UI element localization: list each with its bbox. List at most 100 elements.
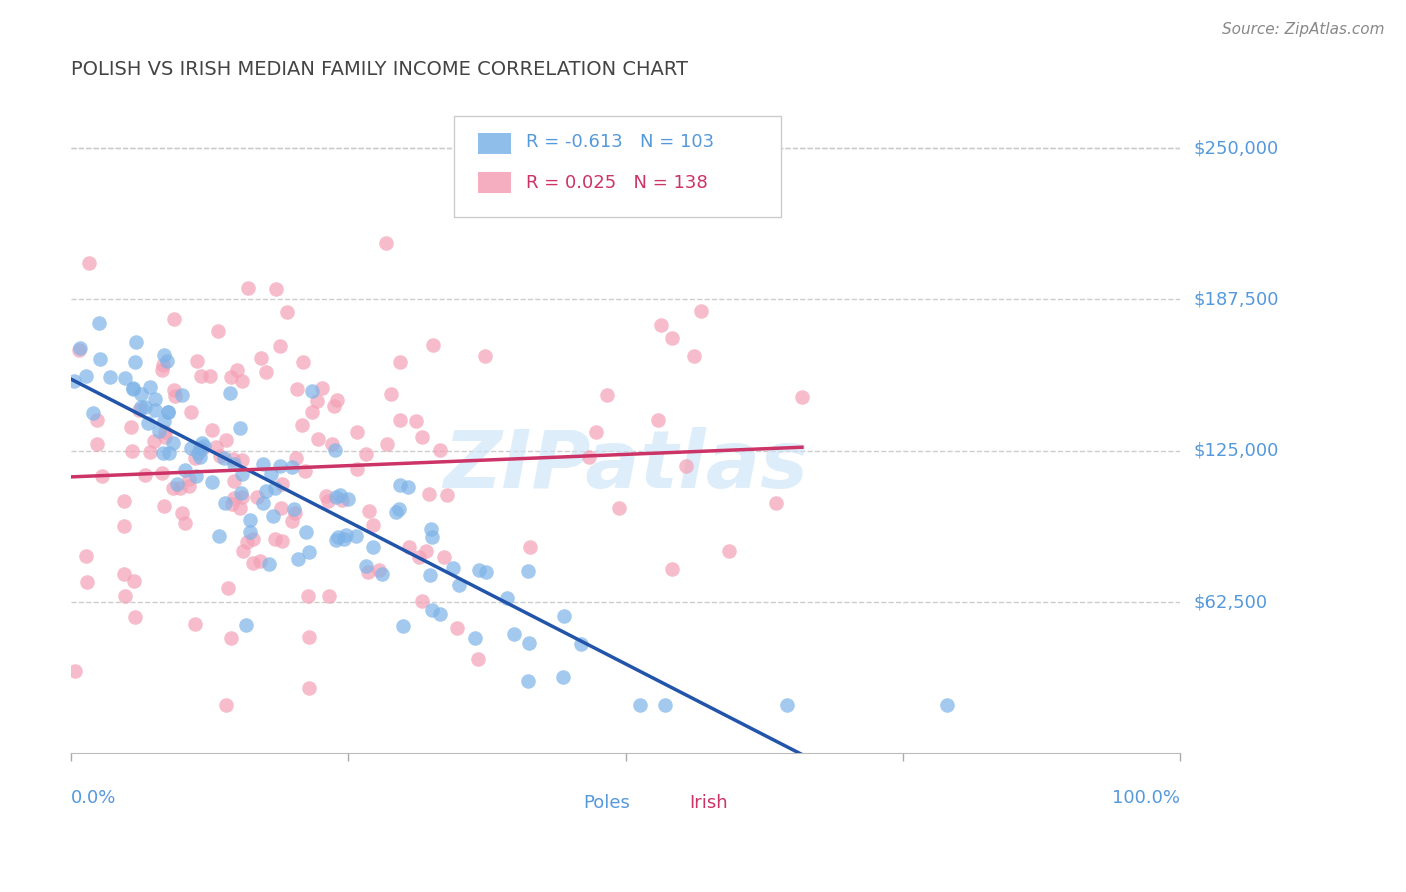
Point — [249, 554, 271, 568]
Point — [254, 484, 277, 499]
Point — [112, 518, 135, 533]
Point — [214, 496, 236, 510]
Point — [100, 369, 122, 384]
Point — [284, 506, 307, 520]
Point — [690, 304, 713, 318]
Point — [235, 535, 257, 549]
Point — [420, 602, 443, 616]
Point — [287, 552, 309, 566]
Point — [201, 423, 224, 437]
FancyBboxPatch shape — [454, 116, 780, 218]
Point — [321, 436, 343, 450]
Text: ZIPatlas: ZIPatlas — [443, 426, 808, 505]
Point — [136, 416, 159, 430]
Point — [374, 236, 396, 251]
Text: R = 0.025   N = 138: R = 0.025 N = 138 — [526, 174, 707, 192]
Point — [519, 541, 541, 555]
Point — [682, 349, 704, 363]
FancyBboxPatch shape — [659, 796, 683, 810]
Point — [389, 355, 412, 369]
Point — [260, 467, 283, 481]
Point — [239, 524, 262, 539]
FancyBboxPatch shape — [554, 796, 578, 810]
Point — [242, 557, 264, 571]
Point — [201, 475, 224, 489]
Point — [392, 619, 415, 633]
Point — [120, 419, 142, 434]
Point — [264, 481, 287, 495]
Point — [219, 632, 242, 646]
Point — [388, 501, 411, 516]
Point — [184, 450, 207, 465]
Point — [238, 281, 260, 295]
Point — [174, 516, 197, 530]
Point — [370, 567, 392, 582]
Point — [165, 389, 187, 403]
Point — [229, 485, 252, 500]
Point — [357, 565, 380, 579]
Point — [329, 488, 352, 502]
Point — [337, 491, 360, 506]
Point — [218, 386, 240, 401]
Point — [232, 543, 254, 558]
Point — [276, 304, 298, 318]
Point — [661, 331, 683, 345]
Point — [221, 496, 243, 510]
Point — [190, 369, 212, 384]
FancyBboxPatch shape — [478, 133, 512, 153]
Point — [318, 493, 340, 508]
Point — [163, 383, 186, 397]
Point — [411, 430, 433, 444]
Point — [162, 481, 184, 495]
Point — [131, 387, 153, 401]
Point — [332, 532, 354, 546]
Point — [214, 433, 236, 447]
Point — [188, 450, 211, 464]
Point — [647, 412, 669, 426]
Point — [75, 369, 97, 384]
Point — [153, 348, 176, 362]
Point — [193, 439, 215, 453]
Point — [139, 379, 162, 393]
Point — [231, 491, 253, 505]
Point — [153, 425, 176, 439]
Point — [179, 441, 201, 455]
Point — [280, 514, 302, 528]
Point — [398, 540, 420, 554]
Point — [411, 594, 433, 608]
Point — [436, 488, 458, 502]
Point — [356, 558, 378, 573]
Point — [152, 446, 174, 460]
Point — [502, 626, 524, 640]
Point — [650, 318, 672, 333]
Point — [177, 472, 200, 486]
Point — [204, 440, 226, 454]
Text: POLISH VS IRISH MEDIAN FAMILY INCOME CORRELATION CHART: POLISH VS IRISH MEDIAN FAMILY INCOME COR… — [72, 60, 689, 78]
Point — [405, 415, 427, 429]
Point — [325, 393, 347, 408]
Point — [252, 495, 274, 509]
Point — [208, 529, 231, 543]
Point — [415, 543, 437, 558]
Point — [112, 566, 135, 581]
Point — [122, 381, 145, 395]
Point — [124, 355, 146, 369]
Point — [156, 354, 179, 368]
Point — [301, 405, 323, 419]
Point — [418, 486, 440, 500]
Point — [170, 387, 193, 401]
Point — [429, 607, 451, 621]
Point — [422, 338, 444, 352]
Point — [315, 489, 337, 503]
Point — [422, 530, 444, 544]
Point — [368, 563, 391, 577]
Point — [298, 681, 321, 696]
Point — [152, 500, 174, 514]
Point — [143, 392, 166, 406]
Point — [419, 567, 441, 582]
Point — [174, 463, 197, 477]
Point — [578, 450, 600, 465]
Point — [295, 525, 318, 540]
Point — [228, 500, 250, 515]
Text: Poles: Poles — [583, 794, 630, 812]
